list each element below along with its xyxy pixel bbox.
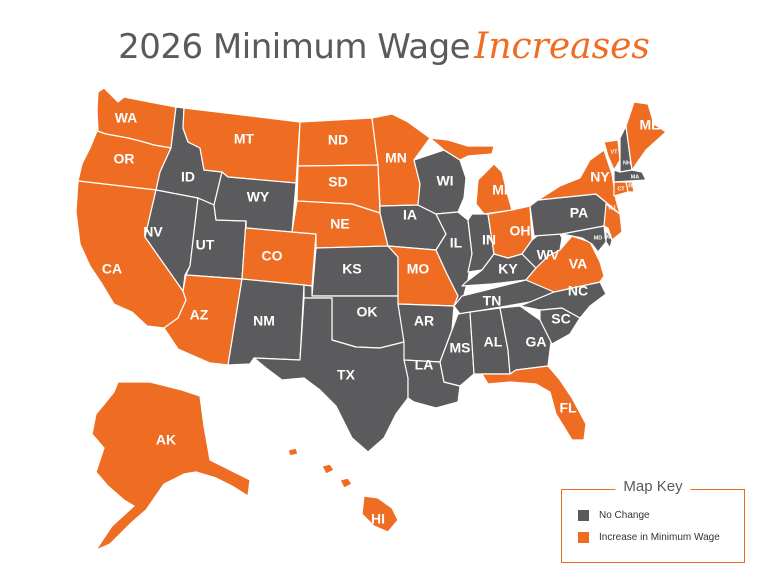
legend-item-no-change: No Change [578,510,650,521]
state-label-nv: NV [143,224,163,240]
legend-swatch-increase [578,532,589,543]
state-label-la: LA [415,357,434,373]
state-mt [182,107,301,184]
state-ak [91,381,251,551]
state-label-mi: MI [492,182,508,198]
state-label-nj: NJ [608,205,615,211]
state-hi [287,447,399,533]
state-label-tn: TN [483,293,502,309]
state-label-id: ID [181,169,195,185]
state-label-al: AL [484,334,503,350]
legend-label-no-change: No Change [599,510,650,521]
state-label-or: OR [114,151,135,167]
state-label-ak: AK [156,432,176,448]
state-label-mo: MO [407,261,430,277]
state-label-nm: NM [253,313,275,329]
legend-item-increase: Increase in Minimum Wage [578,532,720,543]
legend-swatch-no-change [578,510,589,521]
state-label-ia: IA [403,207,417,223]
state-label-nc: NC [568,283,588,299]
state-label-il: IL [450,235,463,251]
state-label-wa: WA [115,110,138,126]
state-label-in: IN [482,232,496,248]
state-label-ks: KS [342,261,361,277]
state-label-ri: RI [628,183,634,189]
state-label-ct: CT [617,186,625,192]
state-label-ms: MS [450,340,471,356]
state-label-va: VA [569,256,587,272]
state-label-ky: KY [498,261,518,277]
map-key: Map Key No Change Increase in Minimum Wa… [561,478,745,563]
state-fl [481,365,587,441]
state-label-co: CO [262,248,283,264]
state-label-md: MD [594,235,603,241]
title-main: 2026 Minimum Wage [118,27,471,67]
state-label-ok: OK [357,304,378,320]
state-label-mt: MT [234,131,255,147]
state-label-hi: HI [371,511,385,527]
state-vt [603,139,621,171]
title-accent: Increases [474,26,650,67]
state-tx [253,297,409,453]
state-label-tx: TX [337,367,356,383]
state-label-ne: NE [330,216,349,232]
state-label-ma: MA [631,174,640,180]
state-label-wy: WY [247,189,270,205]
state-label-az: AZ [190,307,209,323]
state-label-wi: WI [436,173,453,189]
state-label-sd: SD [328,174,347,190]
state-ny [537,149,621,215]
state-label-ca: CA [102,261,122,277]
state-label-ut: UT [196,237,215,253]
state-ct [613,181,629,197]
state-label-oh: OH [510,223,531,239]
state-mi [429,137,513,215]
state-label-sc: SC [551,311,570,327]
state-label-ga: GA [526,334,547,350]
map-key-title: Map Key [615,478,691,495]
state-label-nh: NH [623,160,631,166]
state-label-wv: WV [537,247,560,263]
state-label-mn: MN [385,150,407,166]
state-md [561,225,607,253]
state-label-nd: ND [328,132,348,148]
state-label-pa: PA [570,205,588,221]
state-label-me: ME [640,117,661,133]
state-label-vt: VT [610,149,618,155]
state-me [625,101,667,171]
state-label-de: DE [604,234,612,240]
map-title: 2026 Minimum Wage Increases [0,26,768,67]
state-label-fl: FL [559,400,577,416]
legend-label-increase: Increase in Minimum Wage [599,532,720,543]
state-wv [521,225,563,269]
state-label-ar: AR [414,313,434,329]
state-label-ny: NY [590,169,610,185]
